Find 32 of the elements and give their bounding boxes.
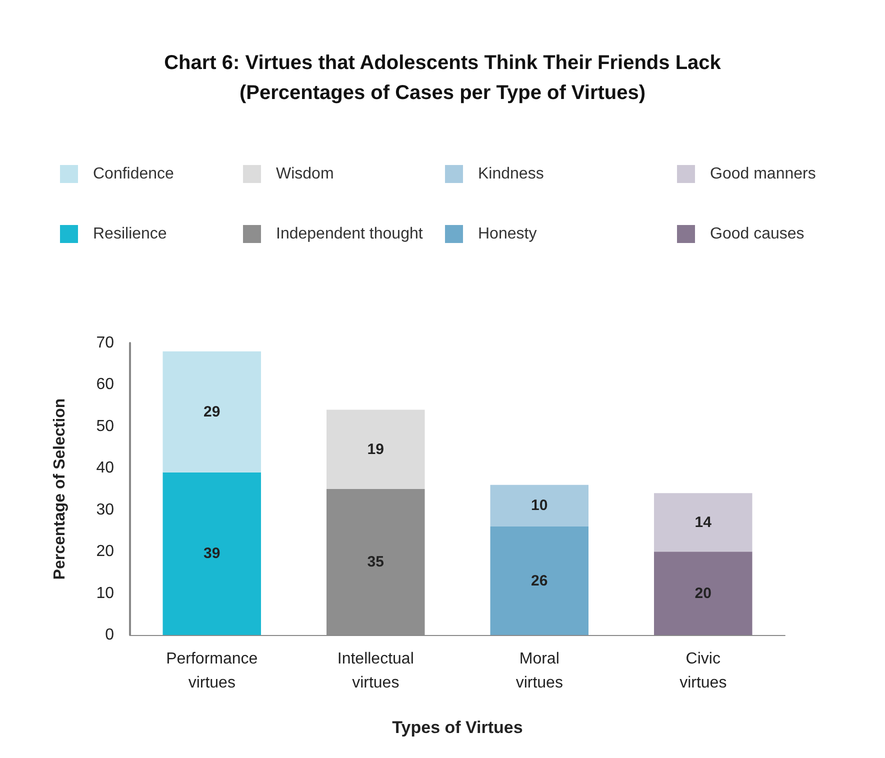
legend-label: Confidence bbox=[93, 166, 174, 182]
x-tick-label: Civic virtues bbox=[680, 650, 727, 692]
legend-label: Good causes bbox=[710, 226, 804, 242]
data-label: 26 bbox=[531, 572, 548, 590]
data-label: 19 bbox=[367, 440, 384, 458]
legend-label: Resilience bbox=[93, 226, 167, 242]
y-tick-label: 10 bbox=[96, 584, 114, 602]
x-tick-label: Moral virtues bbox=[516, 650, 563, 692]
data-label: 35 bbox=[367, 554, 384, 570]
x-tick-label: Performance virtues bbox=[166, 650, 258, 692]
x-tick-label: Intellectual virtues bbox=[337, 650, 414, 692]
y-tick-label: 40 bbox=[96, 460, 114, 477]
legend-label: Wisdom bbox=[276, 166, 334, 182]
data-label: 39 bbox=[204, 545, 220, 562]
y-tick-label: 50 bbox=[96, 418, 114, 435]
y-tick-label: 60 bbox=[96, 376, 114, 394]
y-axis-title: Percentage of Selection bbox=[52, 398, 68, 580]
legend-label: Kindness bbox=[478, 166, 544, 182]
y-tick-label: 70 bbox=[96, 334, 114, 352]
legend-label: Independent thought bbox=[276, 226, 424, 242]
legend-label: Honesty bbox=[478, 226, 537, 242]
y-tick-label: 30 bbox=[96, 501, 114, 518]
data-label: 14 bbox=[694, 514, 712, 531]
chart-subtitle: (Percentages of Cases per Type of Virtues) bbox=[239, 82, 646, 104]
y-tick-label: 0 bbox=[105, 626, 114, 644]
y-tick-label: 20 bbox=[96, 543, 114, 560]
data-label: 29 bbox=[204, 403, 220, 420]
data-label: 10 bbox=[531, 497, 548, 514]
legend-label: Good manners bbox=[710, 166, 816, 182]
chart-title: Chart 6: Virtues that Adolescents Think Their Friends Lack bbox=[164, 52, 722, 74]
data-label: 20 bbox=[694, 584, 712, 602]
x-axis-title: Types of Virtues bbox=[392, 718, 523, 737]
